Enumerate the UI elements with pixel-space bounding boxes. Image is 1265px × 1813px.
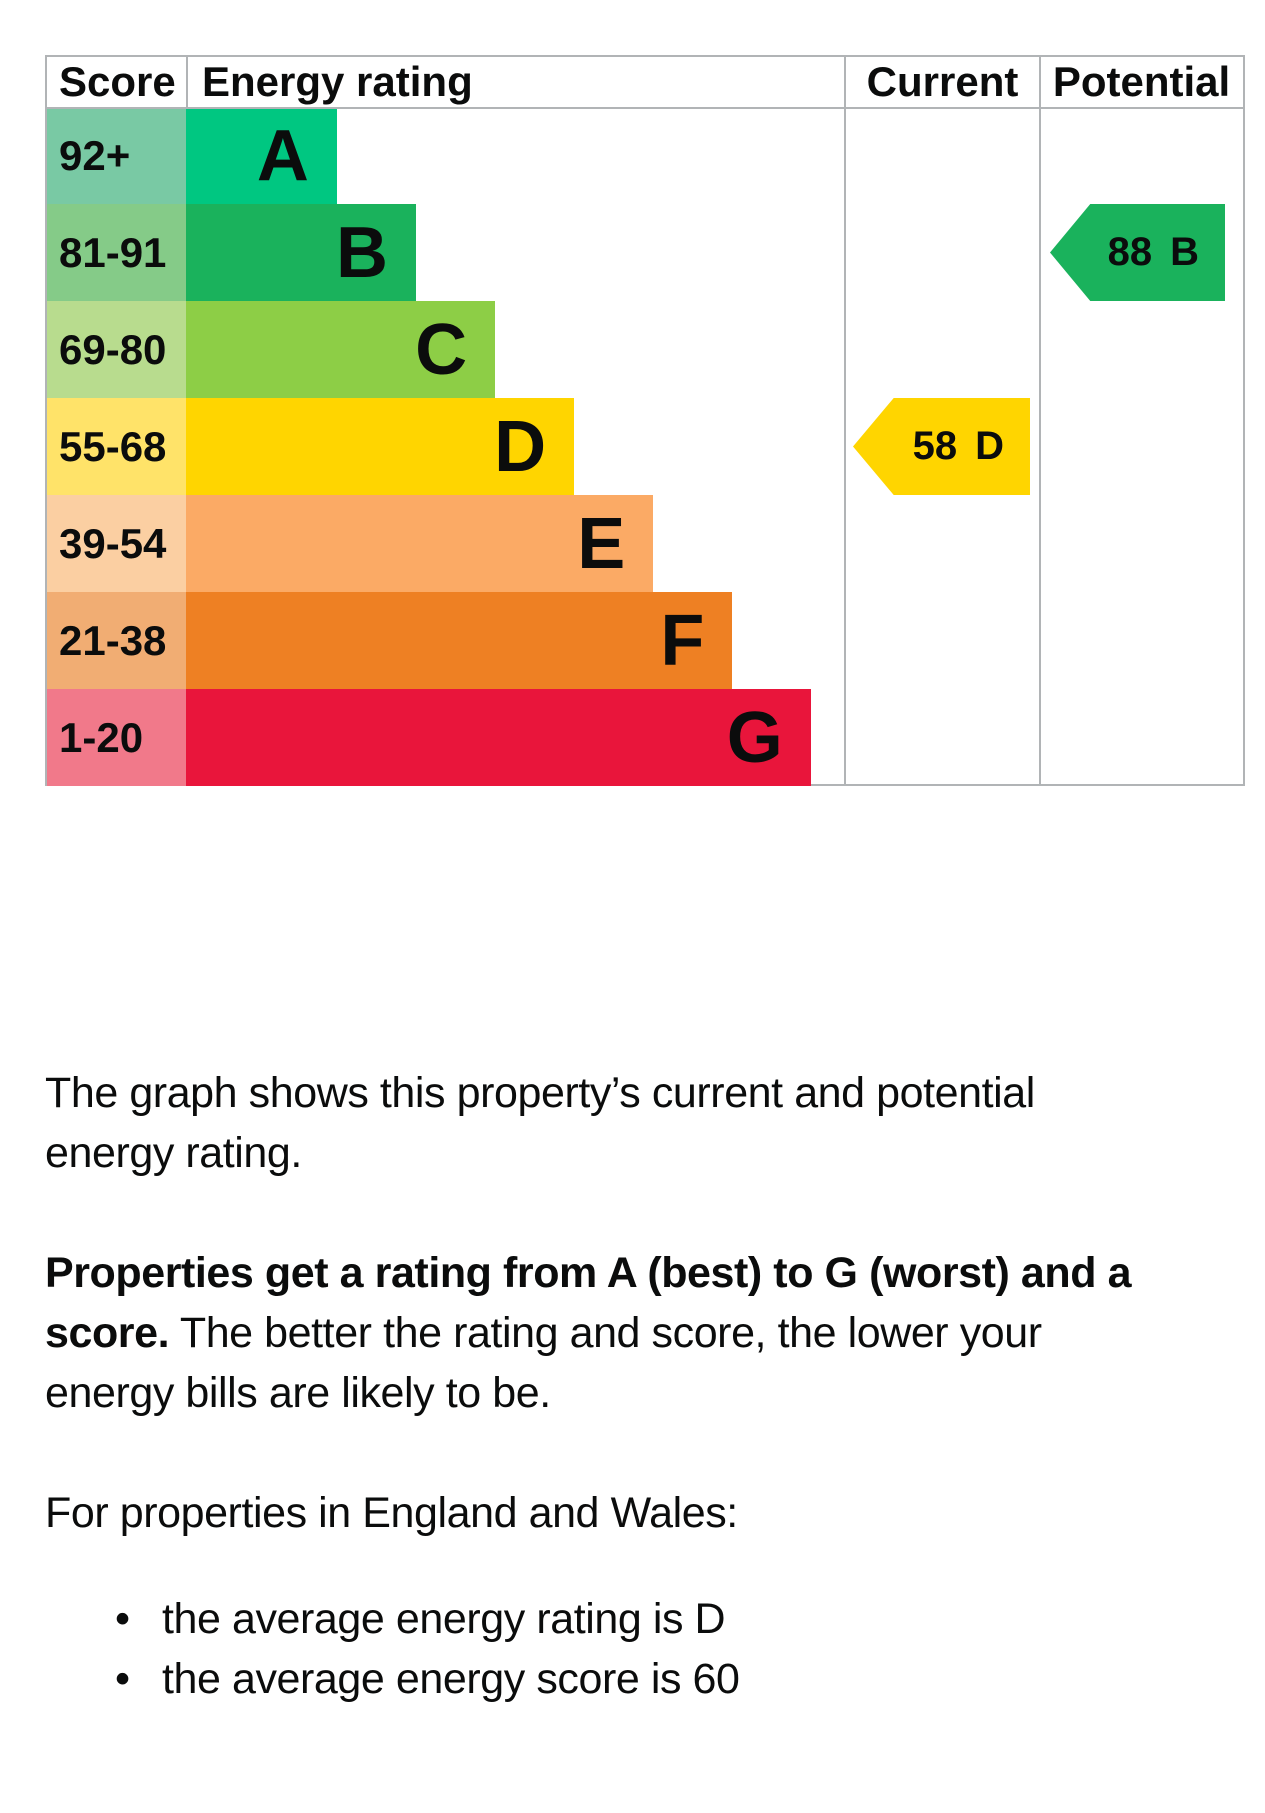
score-range-g: 1-20 bbox=[47, 689, 186, 786]
header-current: Current bbox=[866, 58, 1019, 105]
bar-area-g: G bbox=[186, 689, 845, 786]
current-band: D bbox=[975, 424, 1004, 468]
potential-score: 88 bbox=[1107, 230, 1153, 274]
text-line: energy bills are likely to be. bbox=[45, 1369, 551, 1417]
text-line: score. The better the rating and score, … bbox=[45, 1309, 1042, 1357]
band-bar-d: D bbox=[186, 398, 575, 495]
bullet-item-2: the average energy score is 60 bbox=[115, 1649, 1245, 1709]
band-row-e: 39-54 E bbox=[47, 495, 1243, 592]
potential-rating-arrow: 88 B bbox=[1050, 204, 1225, 301]
text-line: energy rating. bbox=[45, 1129, 302, 1177]
header-energy-rating: Energy rating bbox=[202, 58, 473, 105]
england-wales-averages-list: the average energy rating is Dthe averag… bbox=[115, 1589, 1245, 1709]
band-row-a: 92+ A bbox=[47, 107, 1243, 204]
band-letter-a: A bbox=[256, 115, 309, 196]
bar-area-e: E bbox=[186, 495, 845, 592]
potential-band: B bbox=[1170, 230, 1199, 274]
score-range-d: 55-68 bbox=[47, 398, 186, 495]
band-bar-g: G bbox=[186, 689, 811, 786]
band-row-b: 81-91 B bbox=[47, 204, 1243, 301]
paragraph-1: The graph shows this property’s current … bbox=[45, 1063, 1245, 1183]
band-letter-f: F bbox=[660, 600, 705, 681]
paragraph-2: Properties get a rating from A (best) to… bbox=[45, 1243, 1245, 1423]
header-score: Score bbox=[59, 58, 176, 105]
epc-rating-graph: Score Energy rating Current Potential 92… bbox=[45, 55, 1245, 786]
bullet-item-1: the average energy rating is D bbox=[115, 1589, 1245, 1649]
band-letter-d: D bbox=[494, 406, 547, 487]
divider-header-bottom bbox=[47, 107, 1243, 109]
paragraph-3: For properties in England and Wales: bbox=[45, 1483, 1245, 1543]
score-range-c: 69-80 bbox=[47, 301, 186, 398]
band-row-c: 69-80 C bbox=[47, 301, 1243, 398]
band-letter-c: C bbox=[415, 309, 468, 390]
bar-area-a: A bbox=[186, 107, 845, 204]
epc-description-text: The graph shows this property’s current … bbox=[45, 1063, 1245, 1709]
score-range-e: 39-54 bbox=[47, 495, 186, 592]
current-rating-arrow: 58 D bbox=[853, 398, 1030, 495]
current-score: 58 bbox=[912, 424, 958, 468]
band-bar-e: E bbox=[186, 495, 654, 592]
band-letter-b: B bbox=[335, 212, 388, 293]
text-line: For properties in England and Wales: bbox=[45, 1489, 738, 1537]
band-row-d: 55-68 D bbox=[47, 398, 1243, 495]
score-range-a: 92+ bbox=[47, 107, 186, 204]
band-letter-g: G bbox=[726, 697, 783, 778]
divider-rating-current bbox=[844, 57, 846, 784]
bar-area-d: D bbox=[186, 398, 845, 495]
score-range-f: 21-38 bbox=[47, 592, 186, 689]
band-letter-e: E bbox=[577, 503, 626, 584]
band-bar-c: C bbox=[186, 301, 496, 398]
band-bar-a: A bbox=[186, 107, 337, 204]
bar-area-c: C bbox=[186, 301, 845, 398]
band-bar-f: F bbox=[186, 592, 733, 689]
epc-table-header: Score Energy rating Current Potential bbox=[47, 57, 1243, 107]
text-line: Properties get a rating from A (best) to… bbox=[45, 1249, 1132, 1297]
bar-area-b: B bbox=[186, 204, 845, 301]
divider-score-rating bbox=[186, 57, 188, 107]
score-range-b: 81-91 bbox=[47, 204, 186, 301]
text-line: The graph shows this property’s current … bbox=[45, 1069, 1035, 1117]
band-row-f: 21-38 F bbox=[47, 592, 1243, 689]
bar-area-f: F bbox=[186, 592, 845, 689]
header-potential: Potential bbox=[1052, 58, 1231, 105]
divider-current-potential bbox=[1039, 57, 1041, 784]
band-bar-b: B bbox=[186, 204, 416, 301]
band-row-g: 1-20 G bbox=[47, 689, 1243, 786]
